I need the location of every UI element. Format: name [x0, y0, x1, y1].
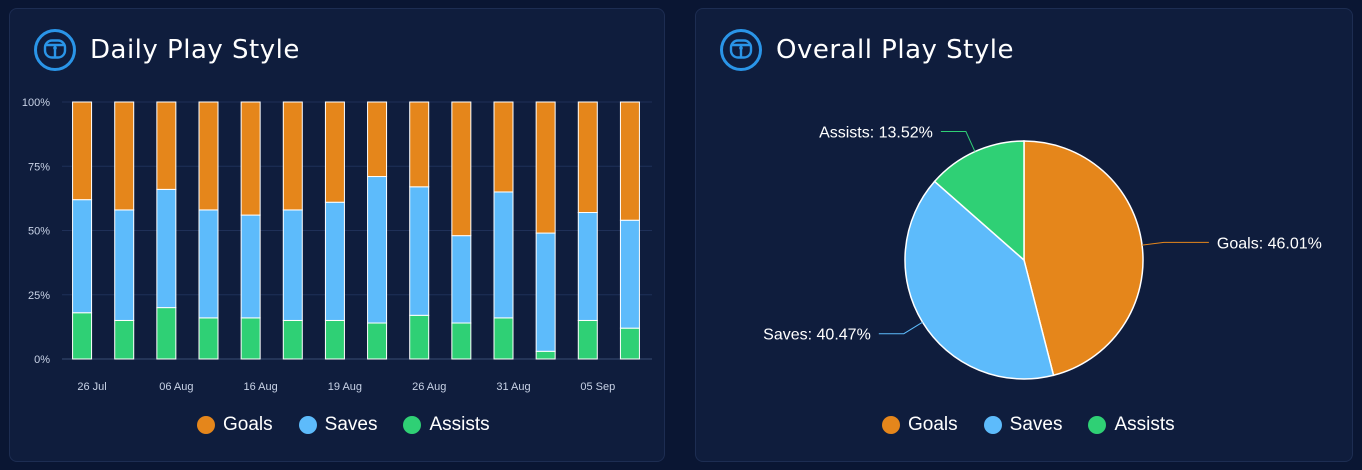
pie-label-assists: Assists: 13.52%	[819, 125, 933, 142]
legend-label-saves: Saves	[324, 414, 378, 435]
bar-goals	[619, 101, 640, 221]
legend-item-goals[interactable]: Goals	[197, 414, 273, 436]
daily-bar-chart: 0% 25% 50% 75% 100% 26 Jul 06 Aug 16 Aug 19 Aug 2…	[22, 97, 652, 393]
y-tick-label: 50%	[28, 226, 50, 238]
overall-play-style-panel: Overall Play Style Goals: 46.01% Saves: 4…	[695, 8, 1353, 462]
legend-item-saves[interactable]: Saves	[983, 414, 1063, 436]
bar-assists	[409, 314, 430, 360]
assists-legend-dot	[403, 416, 422, 434]
x-tick-label: 05 Sep	[580, 381, 615, 393]
pie-connector-goals	[1142, 241, 1209, 246]
bar-goals	[282, 101, 303, 211]
bar-saves	[451, 235, 472, 324]
bar-assists	[198, 317, 219, 360]
pie-connector-saves	[878, 321, 923, 335]
bar-assists	[156, 307, 177, 360]
bar-goals	[324, 101, 345, 203]
bar-goals	[577, 101, 598, 214]
overall-chart-legend: Goals Saves Assists	[882, 414, 1175, 436]
daily-panel-header: Daily Play Style	[34, 29, 300, 71]
legend-label-goals: Goals	[908, 414, 958, 435]
bar-assists	[493, 317, 514, 360]
bar-saves	[367, 176, 388, 324]
y-tick-label: 75%	[28, 161, 50, 173]
y-tick-label: 100%	[22, 97, 50, 109]
bar-saves	[577, 212, 598, 321]
overall-pie-chart: Goals: 46.01% Saves: 40.47% Assists: 13.52…	[763, 125, 1322, 380]
bar-goals	[451, 101, 472, 237]
bar-goals	[367, 101, 388, 178]
page-title: Daily Play Style	[90, 35, 300, 65]
bar-goals	[240, 101, 261, 216]
y-tick-label: 25%	[28, 290, 50, 302]
y-tick-label: 0%	[34, 354, 50, 366]
legend-label-goals: Goals	[223, 414, 273, 435]
bar-goals	[114, 101, 135, 211]
x-tick-label: 31 Aug	[496, 381, 530, 393]
bar-assists	[535, 350, 556, 360]
goals-legend-dot	[197, 416, 215, 434]
bar-assists	[577, 319, 598, 360]
legend-item-saves[interactable]: Saves	[298, 414, 378, 436]
bar-saves	[240, 214, 261, 319]
bar-saves	[619, 219, 640, 329]
bar-saves	[535, 232, 556, 352]
bar-saves	[156, 188, 177, 309]
legend-item-assists[interactable]: Assists	[403, 414, 490, 436]
bar-goals	[198, 101, 219, 211]
steering-wheel-icon	[34, 29, 76, 71]
goals-legend-dot	[882, 416, 900, 434]
overall-panel-header: Overall Play Style	[720, 29, 1014, 71]
pie-connector-assists	[940, 131, 976, 152]
bar-assists	[114, 319, 135, 360]
daily-chart-legend: Goals Saves Assists	[197, 414, 490, 436]
bar-saves	[324, 201, 345, 321]
x-tick-label: 26 Aug	[412, 381, 446, 393]
assists-legend-dot	[1088, 416, 1107, 434]
x-tick-label: 16 Aug	[244, 381, 278, 393]
pie-label-saves: Saves: 40.47%	[763, 327, 871, 344]
legend-item-assists[interactable]: Assists	[1088, 414, 1175, 436]
legend-label-saves: Saves	[1009, 414, 1063, 435]
daily-play-style-panel: Daily Play Style 0% 25% 50% 75% 100% 26 Jul 06…	[9, 8, 665, 462]
saves-legend-dot	[983, 416, 1002, 434]
bar-assists	[240, 317, 261, 360]
bar-saves	[72, 199, 93, 314]
legend-label-assists: Assists	[1114, 414, 1175, 435]
x-tick-label: 26 Jul	[77, 381, 106, 393]
bar-goals	[409, 101, 430, 188]
bar-assists	[282, 319, 303, 360]
bar-saves	[493, 191, 514, 319]
x-tick-label: 06 Aug	[159, 381, 193, 393]
bar-goals	[535, 101, 556, 234]
pie-label-goals: Goals: 46.01%	[1217, 235, 1322, 252]
bar-saves	[282, 209, 303, 321]
bar-goals	[156, 101, 177, 190]
bar-assists	[451, 322, 472, 360]
bar-saves	[198, 209, 219, 319]
bar-assists	[324, 319, 345, 360]
bar-assists	[72, 312, 93, 360]
x-tick-label: 19 Aug	[328, 381, 362, 393]
bar-assists	[619, 327, 640, 360]
page-title: Overall Play Style	[776, 35, 1014, 65]
bar-saves	[114, 209, 135, 321]
bar-saves	[409, 186, 430, 316]
bar-goals	[493, 101, 514, 193]
bar-goals	[72, 101, 93, 201]
legend-item-goals[interactable]: Goals	[882, 414, 958, 436]
steering-wheel-icon	[720, 29, 762, 71]
bar-assists	[367, 322, 388, 360]
legend-label-assists: Assists	[429, 414, 490, 435]
saves-legend-dot	[298, 416, 317, 434]
